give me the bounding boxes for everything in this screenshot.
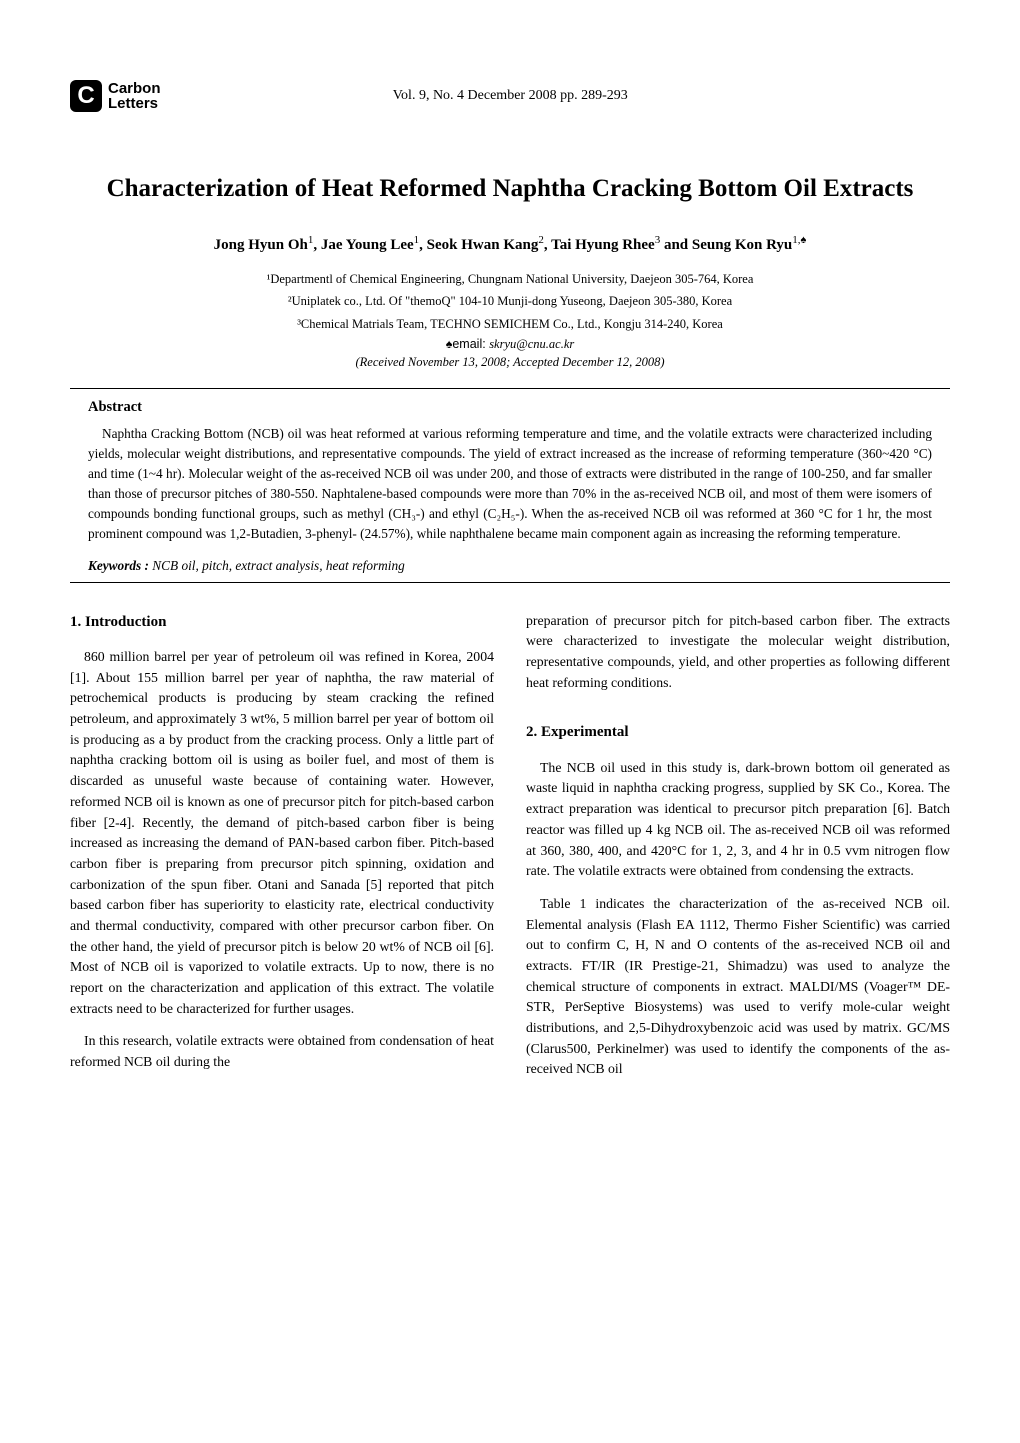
abstract-heading: Abstract — [88, 399, 950, 416]
intro-paragraph-1: 860 million barrel per year of petroleum… — [70, 647, 494, 1019]
rule-top — [70, 388, 950, 389]
intro-p1-text: 860 million barrel per year of petroleum… — [70, 649, 494, 1016]
intro-continuation: preparation of precursor pitch for pitch… — [526, 611, 950, 694]
authors: Jong Hyun Oh1, Jae Young Lee1, Seok Hwan… — [70, 234, 950, 254]
logo-icon: C — [70, 80, 102, 112]
email-label: ♠email: — [446, 337, 489, 351]
received-accepted-dates: (Received November 13, 2008; Accepted De… — [70, 355, 950, 370]
affiliation-3: ³Chemical Matrials Team, TECHNO SEMICHEM… — [70, 315, 950, 334]
abstract-text: Naphtha Cracking Bottom (NCB) oil was he… — [88, 426, 932, 541]
experimental-paragraph-1: The NCB oil used in this study is, dark-… — [526, 758, 950, 882]
article-title: Characterization of Heat Reformed Naphth… — [70, 172, 950, 206]
exp-p1-text: The NCB oil used in this study is, dark-… — [526, 760, 950, 878]
affiliation-1: ¹Departmentl of Chemical Engineering, Ch… — [70, 270, 950, 289]
keywords-value: NCB oil, pitch, extract analysis, heat r… — [152, 558, 405, 573]
intro-paragraph-2: In this research, volatile extracts were… — [70, 1031, 494, 1072]
logo-line2: Letters — [108, 96, 161, 111]
exp-p2-text: Table 1 indicates the characterization o… — [526, 896, 950, 1077]
column-left: 1. Introduction 860 million barrel per y… — [70, 611, 494, 1093]
email-value: skryu@cnu.ac.kr — [489, 337, 574, 351]
journal-issue-info: Vol. 9, No. 4 December 2008 pp. 289-293 — [161, 88, 861, 104]
experimental-paragraph-2: Table 1 indicates the characterization o… — [526, 894, 950, 1080]
logo-text: Carbon Letters — [108, 81, 161, 111]
journal-logo: C Carbon Letters — [70, 80, 161, 112]
col2-p1-text: preparation of precursor pitch for pitch… — [526, 613, 950, 690]
logo-line1: Carbon — [108, 81, 161, 96]
rule-bottom — [70, 582, 950, 583]
corresponding-email: ♠email: skryu@cnu.ac.kr — [70, 337, 950, 352]
keywords-label: Keywords : — [88, 558, 152, 573]
affiliation-2: ²Uniplatek co., Ltd. Of "themoQ" 104-10 … — [70, 292, 950, 311]
column-right: preparation of precursor pitch for pitch… — [526, 611, 950, 1093]
abstract-body: Naphtha Cracking Bottom (NCB) oil was he… — [70, 424, 950, 544]
section-heading-experimental: 2. Experimental — [526, 721, 950, 744]
intro-p2-text: In this research, volatile extracts were… — [70, 1033, 494, 1069]
keywords: Keywords : NCB oil, pitch, extract analy… — [70, 558, 950, 574]
two-column-body: 1. Introduction 860 million barrel per y… — [70, 611, 950, 1093]
section-heading-introduction: 1. Introduction — [70, 611, 494, 634]
